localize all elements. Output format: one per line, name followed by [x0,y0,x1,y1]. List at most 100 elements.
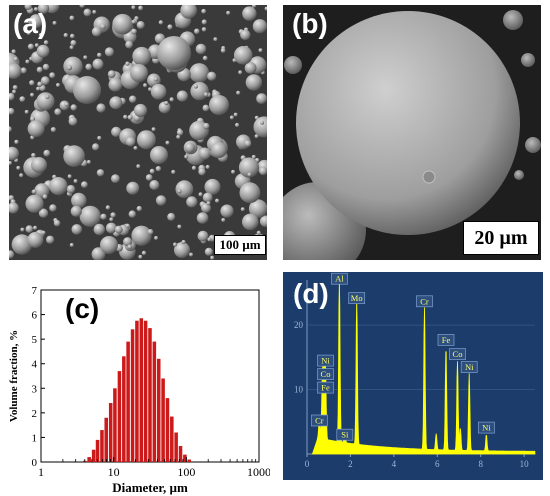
distribution-bar [143,320,148,462]
powder-particle [92,143,100,151]
powder-particle [191,165,197,171]
powder-particle [53,219,61,227]
distribution-bar [152,341,157,462]
powder-particle [231,169,236,174]
powder-particle [186,196,198,208]
powder-particle [34,43,39,48]
powder-particle [251,5,257,8]
powder-particle [201,8,207,14]
powder-particle [49,204,57,212]
distribution-bar [91,449,96,462]
powder-particle [258,48,263,53]
distribution-bar [95,439,100,462]
powder-overview-image [9,5,267,260]
distribution-bar [178,446,183,462]
powder-particle [128,210,136,218]
powder-particle [71,224,83,235]
x-tick-label: 10 [520,459,530,469]
powder-particle [138,254,143,259]
distribution-bar [130,329,135,462]
powder-particle [131,5,136,10]
powder-particle [46,235,55,244]
powder-particle [233,112,238,117]
powder-particle [220,204,234,218]
powder-particle [83,8,92,17]
powder-particle [19,173,24,178]
distribution-bar [165,398,170,462]
powder-particle [176,134,181,139]
powder-particle [85,63,92,71]
powder-particle [147,229,154,235]
powder-particle [69,243,74,247]
powder-particle [155,166,162,172]
powder-particle [100,213,107,220]
powder-particle [189,63,210,83]
powder-particle [184,142,195,153]
y-axis-label: Volume fraction, % [8,330,20,422]
y-tick-label: 0 [32,457,38,469]
element-label: Ni [482,423,491,433]
distribution-bar [187,459,191,462]
powder-particle [108,77,123,92]
panel-c-size-distribution: 0 1 2 3 4 5 6 7 1 10 100 1000 Diameter, µm Volume f… [0,278,270,496]
powder-particle [67,65,72,71]
powder-particle [244,62,257,74]
powder-particle [180,5,197,19]
element-label-box [449,348,466,360]
powder-particle [36,86,41,91]
powder-particle [81,181,88,189]
powder-particle [29,80,35,86]
powder-particle [136,130,156,150]
powder-particle [11,234,33,255]
element-label-box [336,428,354,441]
powder-particle [45,94,50,99]
powder-particle [54,108,62,116]
y-tick-label: 6 [32,310,38,322]
powder-particle [248,199,267,218]
powder-particle [9,161,12,165]
distribution-bar [126,341,130,462]
powder-particle [9,202,19,214]
single-particle-image [283,5,541,260]
element-label-box [317,368,334,380]
powder-particle [239,182,261,204]
powder-particle [52,21,57,25]
powder-particle [127,114,133,120]
powder-particle [92,58,104,70]
powder-particle [79,205,101,227]
powder-particle [221,218,226,222]
powder-particle [37,81,43,87]
powder-particle [38,32,43,38]
powder-particle [14,139,19,145]
powder-particle [247,172,252,177]
powder-particle [198,147,211,160]
x-tick-label: 1 [38,465,44,479]
powder-particle [176,129,184,136]
powder-particle [66,184,76,194]
x-tick-label: 2 [348,459,353,469]
powder-particle [130,64,148,82]
element-label: Fe [442,335,451,345]
element-label-box [460,361,478,373]
powder-particle [141,250,147,256]
powder-particle [133,103,148,118]
powder-particle [68,116,78,126]
powder-particle [131,225,152,246]
powder-particle [111,126,122,137]
powder-particle [127,244,133,250]
powder-particle [190,81,209,101]
powder-particle [198,168,206,176]
powder-particle [20,227,25,232]
powder-particle [24,5,32,10]
powder-particle [203,92,209,97]
y-tick-label: 1 [32,432,38,444]
powder-particle [165,140,170,145]
powder-particle [92,10,97,14]
powder-particle [207,237,212,242]
powder-particle [213,37,218,42]
powder-particle [125,40,133,49]
powder-particle [31,153,36,158]
powder-particle [205,164,210,170]
powder-particle [56,83,60,87]
powder-particle [167,24,173,30]
